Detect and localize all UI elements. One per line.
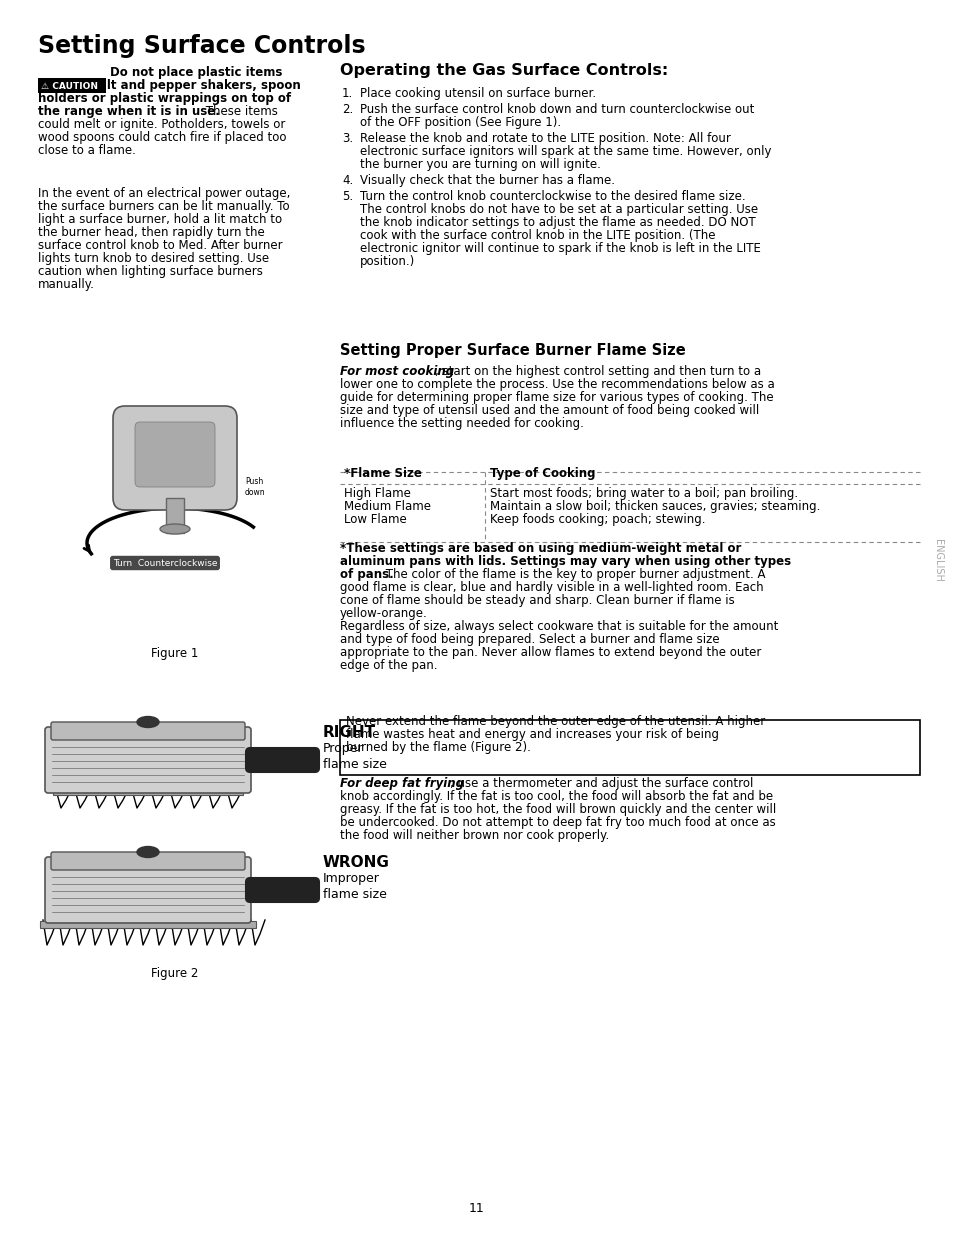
Text: light a surface burner, hold a lit match to: light a surface burner, hold a lit match… (38, 212, 282, 226)
Text: good flame is clear, blue and hardly visible in a well-lighted room. Each: good flame is clear, blue and hardly vis… (339, 580, 762, 594)
Text: For most cooking: For most cooking (339, 366, 454, 378)
Text: of pans.: of pans. (339, 568, 394, 580)
Text: greasy. If the fat is too hot, the food will brown quickly and the center will: greasy. If the fat is too hot, the food … (339, 803, 776, 816)
Text: Push
down: Push down (245, 477, 265, 496)
Text: These items: These items (202, 105, 277, 119)
Text: knob accordingly. If the fat is too cool, the food will absorb the fat and be: knob accordingly. If the fat is too cool… (339, 790, 772, 803)
Text: Turn the control knob counterclockwise to the desired flame size.: Turn the control knob counterclockwise t… (359, 190, 745, 203)
Text: flame wastes heat and energy and increases your risk of being: flame wastes heat and energy and increas… (346, 727, 719, 741)
Text: The control knobs do not have to be set at a particular setting. Use: The control knobs do not have to be set … (359, 203, 758, 216)
Text: 3.: 3. (341, 132, 353, 144)
Text: burned by the flame (Figure 2).: burned by the flame (Figure 2). (346, 741, 530, 755)
Text: Improper
flame size: Improper flame size (323, 872, 387, 902)
Text: Do not place plastic items: Do not place plastic items (110, 65, 282, 79)
FancyBboxPatch shape (112, 406, 236, 510)
Text: Setting Surface Controls: Setting Surface Controls (38, 35, 365, 58)
Text: Figure 2: Figure 2 (152, 967, 198, 981)
Text: 11: 11 (469, 1202, 484, 1215)
FancyBboxPatch shape (51, 722, 245, 740)
Text: of the OFF position (See Figure 1).: of the OFF position (See Figure 1). (359, 116, 560, 128)
Text: caution when lighting surface burners: caution when lighting surface burners (38, 266, 263, 278)
Text: Keep foods cooking; poach; stewing.: Keep foods cooking; poach; stewing. (490, 513, 705, 526)
Text: cone of flame should be steady and sharp. Clean burner if flame is: cone of flame should be steady and sharp… (339, 594, 734, 606)
Text: position.): position.) (359, 254, 415, 268)
Text: guide for determining proper flame size for various types of cooking. The: guide for determining proper flame size … (339, 391, 773, 404)
FancyBboxPatch shape (51, 852, 245, 869)
Text: Start most foods; bring water to a boil; pan broiling.: Start most foods; bring water to a boil;… (490, 487, 798, 500)
Text: Regardless of size, always select cookware that is suitable for the amount: Regardless of size, always select cookwa… (339, 620, 778, 634)
Text: wood spoons could catch fire if placed too: wood spoons could catch fire if placed t… (38, 131, 286, 144)
Text: 5.: 5. (341, 190, 353, 203)
Text: the knob indicator settings to adjust the flame as needed. DO NOT: the knob indicator settings to adjust th… (359, 216, 755, 228)
Text: , use a thermometer and adjust the surface control: , use a thermometer and adjust the surfa… (450, 777, 753, 790)
FancyBboxPatch shape (246, 878, 318, 902)
Text: Push the surface control knob down and turn counterclockwise out: Push the surface control knob down and t… (359, 103, 754, 116)
Text: Low Flame: Low Flame (344, 513, 406, 526)
Text: holders or plastic wrappings on top of: holders or plastic wrappings on top of (38, 91, 291, 105)
Text: could melt or ignite. Potholders, towels or: could melt or ignite. Potholders, towels… (38, 119, 285, 131)
Text: aluminum pans with lids. Settings may vary when using other types: aluminum pans with lids. Settings may va… (339, 555, 790, 568)
Text: Figure 1: Figure 1 (152, 647, 198, 659)
FancyBboxPatch shape (135, 422, 214, 487)
Text: Release the knob and rotate to the LITE position. Note: All four: Release the knob and rotate to the LITE … (359, 132, 730, 144)
Text: Never extend the flame beyond the outer edge of the utensil. A higher: Never extend the flame beyond the outer … (346, 715, 764, 727)
Text: be undercooked. Do not attempt to deep fat fry too much food at once as: be undercooked. Do not attempt to deep f… (339, 816, 775, 829)
Text: *These settings are based on using medium-weight metal or: *These settings are based on using mediu… (339, 542, 740, 555)
Bar (53, 789, 243, 795)
Bar (40, 921, 255, 927)
Bar (38, 330, 357, 640)
Text: electronic ignitor will continue to spark if the knob is left in the LITE: electronic ignitor will continue to spar… (359, 242, 760, 254)
Text: 2.: 2. (341, 103, 353, 116)
Text: influence the setting needed for cooking.: influence the setting needed for cooking… (339, 417, 583, 430)
Text: High Flame: High Flame (344, 487, 411, 500)
Ellipse shape (137, 716, 159, 727)
Text: Proper
flame size: Proper flame size (323, 742, 387, 771)
Text: WRONG: WRONG (323, 855, 390, 869)
Text: In the event of an electrical power outage,: In the event of an electrical power outa… (38, 186, 290, 200)
Text: Type of Cooking: Type of Cooking (490, 467, 595, 480)
Text: *Flame Size: *Flame Size (344, 467, 421, 480)
FancyBboxPatch shape (246, 748, 318, 772)
Text: the food will neither brown nor cook properly.: the food will neither brown nor cook pro… (339, 829, 609, 842)
Text: , start on the highest control setting and then turn to a: , start on the highest control setting a… (435, 366, 760, 378)
Text: size and type of utensil used and the amount of food being cooked will: size and type of utensil used and the am… (339, 404, 759, 417)
Text: surface control knob to Med. After burner: surface control knob to Med. After burne… (38, 240, 282, 252)
Text: 4.: 4. (341, 174, 353, 186)
Text: RIGHT: RIGHT (323, 725, 375, 740)
Bar (166, 498, 184, 534)
Text: the burner head, then rapidly turn the: the burner head, then rapidly turn the (38, 226, 265, 240)
Text: the burner you are turning on will ignite.: the burner you are turning on will ignit… (359, 158, 600, 170)
Text: edge of the pan.: edge of the pan. (339, 659, 437, 672)
Text: yellow-orange.: yellow-orange. (339, 606, 427, 620)
Text: Visually check that the burner has a flame.: Visually check that the burner has a fla… (359, 174, 615, 186)
Text: manually.: manually. (38, 278, 94, 291)
Ellipse shape (137, 846, 159, 857)
Text: Setting Proper Surface Burner Flame Size: Setting Proper Surface Burner Flame Size (339, 343, 685, 358)
Text: Operating the Gas Surface Controls:: Operating the Gas Surface Controls: (339, 63, 667, 78)
Text: close to a flame.: close to a flame. (38, 144, 135, 157)
Text: Turn  Counterclockwise: Turn Counterclockwise (112, 558, 217, 568)
Bar (339, 720, 919, 776)
Bar (38, 78, 106, 93)
Text: Place cooking utensil on surface burner.: Place cooking utensil on surface burner. (359, 86, 596, 100)
Text: lower one to complete the process. Use the recommendations below as a: lower one to complete the process. Use t… (339, 378, 774, 391)
Text: 1.: 1. (341, 86, 353, 100)
Text: such as salt and pepper shakers, spoon: such as salt and pepper shakers, spoon (38, 79, 300, 91)
Text: Maintain a slow boil; thicken sauces, gravies; steaming.: Maintain a slow boil; thicken sauces, gr… (490, 500, 820, 513)
Text: the range when it is in use.: the range when it is in use. (38, 105, 219, 119)
Text: The color of the flame is the key to proper burner adjustment. A: The color of the flame is the key to pro… (381, 568, 764, 580)
FancyBboxPatch shape (45, 857, 251, 923)
Text: electronic surface ignitors will spark at the same time. However, only: electronic surface ignitors will spark a… (359, 144, 771, 158)
Text: and type of food being prepared. Select a burner and flame size: and type of food being prepared. Select … (339, 634, 719, 646)
Text: ENGLISH: ENGLISH (932, 538, 942, 582)
Text: lights turn knob to desired setting. Use: lights turn knob to desired setting. Use (38, 252, 269, 266)
Text: ⚠ CAUTION: ⚠ CAUTION (41, 82, 98, 90)
Text: cook with the surface control knob in the LITE position. (The: cook with the surface control knob in th… (359, 228, 715, 242)
Text: the surface burners can be lit manually. To: the surface burners can be lit manually.… (38, 200, 290, 212)
Ellipse shape (160, 524, 190, 534)
FancyBboxPatch shape (45, 727, 251, 793)
Text: Medium Flame: Medium Flame (344, 500, 431, 513)
Text: For deep fat frying: For deep fat frying (339, 777, 463, 790)
Text: appropriate to the pan. Never allow flames to extend beyond the outer: appropriate to the pan. Never allow flam… (339, 646, 760, 659)
